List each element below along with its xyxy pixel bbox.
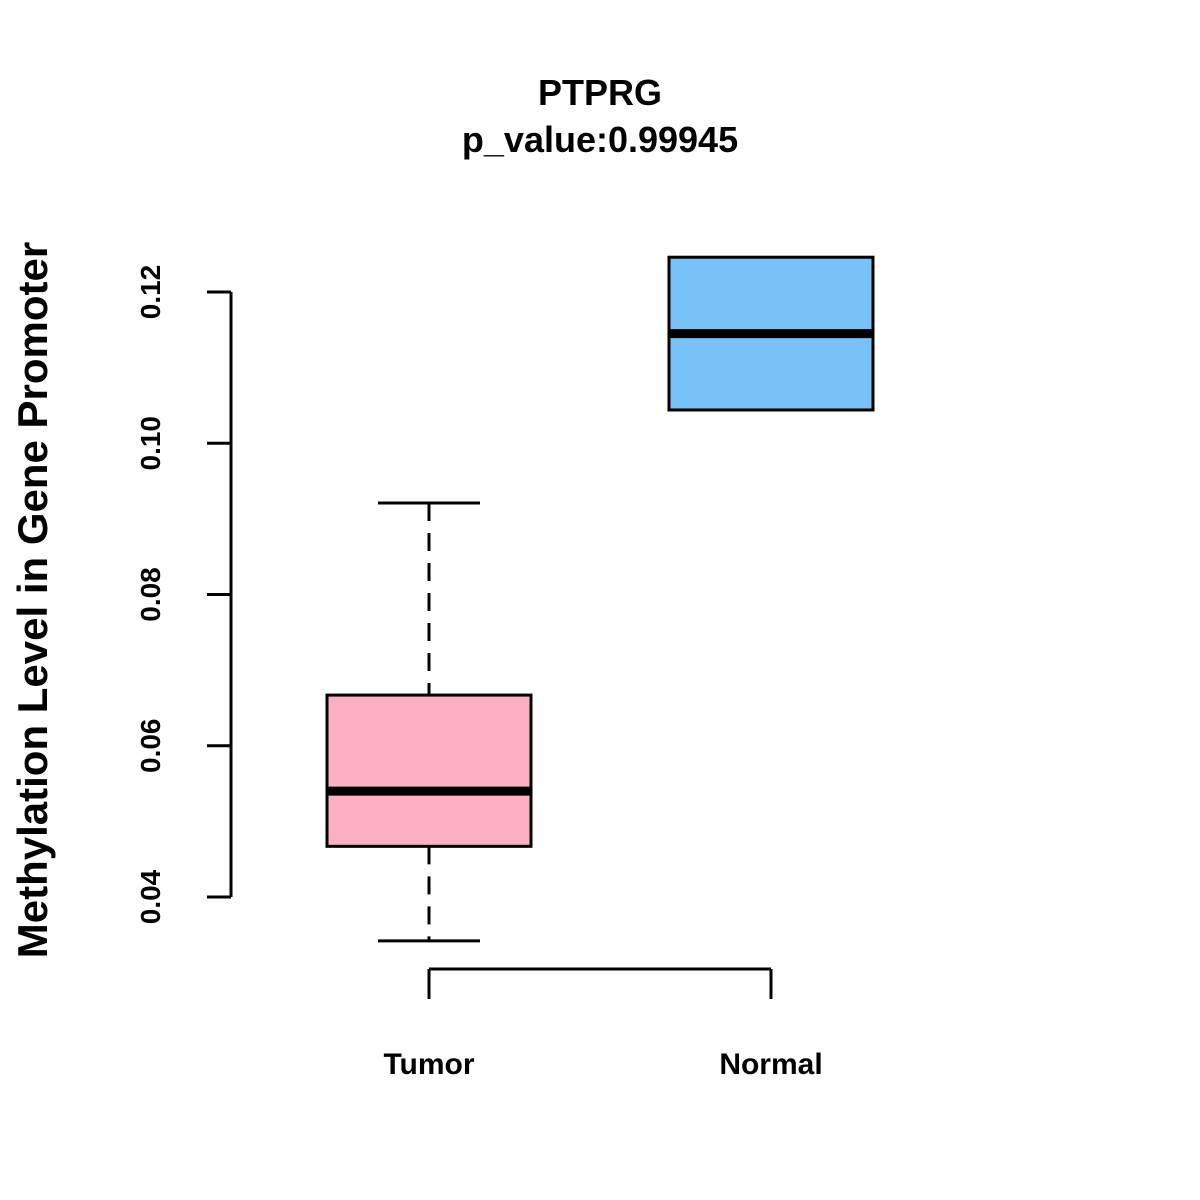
y-axis-label: Methylation Level in Gene Promoter (9, 242, 56, 958)
chart-title: PTPRG (538, 72, 662, 113)
chart-subtitle: p_value:0.99945 (462, 119, 738, 160)
box-normal (667, 255, 875, 412)
y-tick-label: 0.10 (135, 416, 166, 471)
box-tumor (325, 501, 533, 943)
y-tick-label: 0.04 (135, 869, 166, 924)
y-tick-label: 0.06 (135, 719, 166, 774)
y-tick-label: 0.08 (135, 567, 166, 622)
x-tick-label: Normal (719, 1048, 822, 1081)
x-axis: Tumor Normal (383, 967, 823, 1081)
y-tick-label: 0.12 (135, 265, 166, 320)
box-body (325, 693, 533, 848)
boxes-group (325, 255, 875, 943)
x-tick-label: Tumor (383, 1048, 474, 1081)
y-axis: 0.04 0.06 0.08 0.10 0.12 (135, 265, 233, 924)
